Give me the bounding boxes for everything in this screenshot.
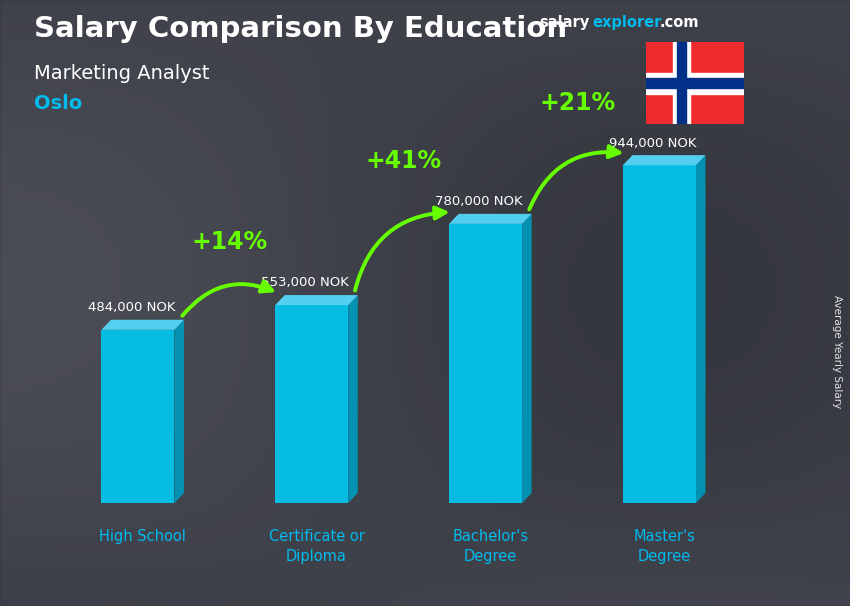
Text: 780,000 NOK: 780,000 NOK [435,195,523,208]
Polygon shape [174,320,184,503]
Polygon shape [275,305,348,503]
Text: 553,000 NOK: 553,000 NOK [261,276,349,290]
Text: salary: salary [540,15,590,30]
Polygon shape [275,295,358,305]
Text: Average Yearly Salary: Average Yearly Salary [832,295,842,408]
Text: Certificate or
Diploma: Certificate or Diploma [269,529,365,564]
Polygon shape [696,155,706,503]
Text: explorer: explorer [592,15,662,30]
Text: Salary Comparison By Education: Salary Comparison By Education [34,15,567,43]
Text: Oslo: Oslo [34,94,82,113]
Text: +41%: +41% [366,149,441,173]
Text: High School: High School [99,529,186,544]
Text: 484,000 NOK: 484,000 NOK [88,301,175,314]
Bar [672,42,690,124]
Text: Master's
Degree: Master's Degree [633,529,695,564]
Bar [677,42,686,124]
Text: 944,000 NOK: 944,000 NOK [609,136,696,150]
Polygon shape [623,165,696,503]
Text: .com: .com [660,15,699,30]
Text: +21%: +21% [539,90,615,115]
Polygon shape [348,295,358,503]
Text: Marketing Analyst: Marketing Analyst [34,64,209,82]
Polygon shape [101,320,184,330]
Polygon shape [449,224,522,503]
Text: +14%: +14% [191,230,268,255]
Bar [646,73,744,93]
Bar [646,78,744,88]
Polygon shape [449,214,531,224]
Text: Bachelor's
Degree: Bachelor's Degree [452,529,529,564]
Polygon shape [522,214,531,503]
Polygon shape [623,155,705,165]
Polygon shape [101,330,174,503]
